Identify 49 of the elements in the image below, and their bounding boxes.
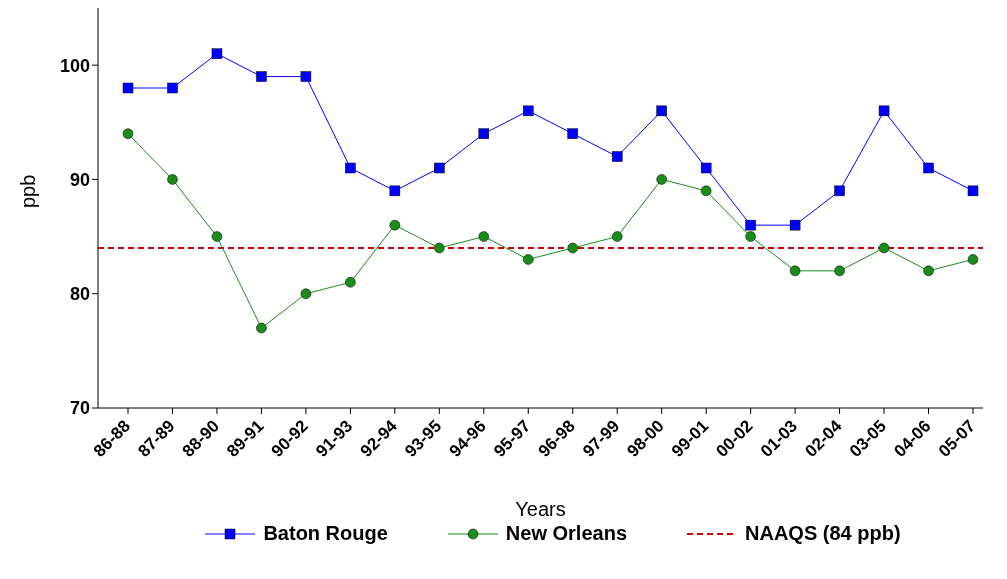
- point: [523, 105, 534, 117]
- point: [256, 71, 267, 82]
- point: [789, 265, 801, 277]
- point: [745, 219, 756, 231]
- point: [834, 265, 845, 277]
- y-axis-title: ppb: [17, 174, 40, 208]
- point: [478, 128, 490, 139]
- point: [834, 185, 845, 197]
- y-tick-label: 70: [69, 398, 90, 419]
- point: [878, 242, 890, 254]
- point: [656, 105, 667, 117]
- point: [878, 105, 890, 117]
- y-tick-label: 90: [69, 169, 90, 190]
- point: [389, 219, 401, 231]
- point: [611, 231, 623, 242]
- point: [122, 128, 134, 139]
- point: [611, 151, 623, 162]
- point: [122, 82, 134, 94]
- point: [167, 174, 178, 185]
- point: [345, 162, 356, 174]
- point: [789, 219, 801, 231]
- point: [523, 254, 534, 265]
- point: [345, 277, 356, 288]
- point: [967, 254, 979, 265]
- legend-label: Baton Rouge: [263, 522, 388, 545]
- y-tick-label: 100: [59, 55, 90, 76]
- legend-label: NAAQS (84 ppb): [745, 522, 901, 545]
- point: [389, 185, 401, 197]
- point: [300, 288, 312, 299]
- point: [434, 162, 445, 174]
- point: [211, 48, 223, 59]
- point: [167, 82, 178, 94]
- point: [256, 322, 267, 334]
- point: [923, 265, 934, 277]
- point: [700, 162, 712, 174]
- point: [745, 231, 756, 242]
- point: [967, 185, 979, 197]
- point: [567, 128, 578, 139]
- point: [434, 242, 445, 254]
- point: [211, 231, 223, 242]
- point: [567, 242, 578, 254]
- legend-label: New Orleans: [505, 522, 628, 545]
- point: [656, 174, 667, 185]
- point: [923, 162, 934, 174]
- point: [700, 185, 712, 197]
- point: [300, 71, 312, 82]
- y-tick-label: 80: [69, 284, 90, 305]
- x-axis-title: Years: [515, 498, 566, 520]
- point: [478, 231, 490, 242]
